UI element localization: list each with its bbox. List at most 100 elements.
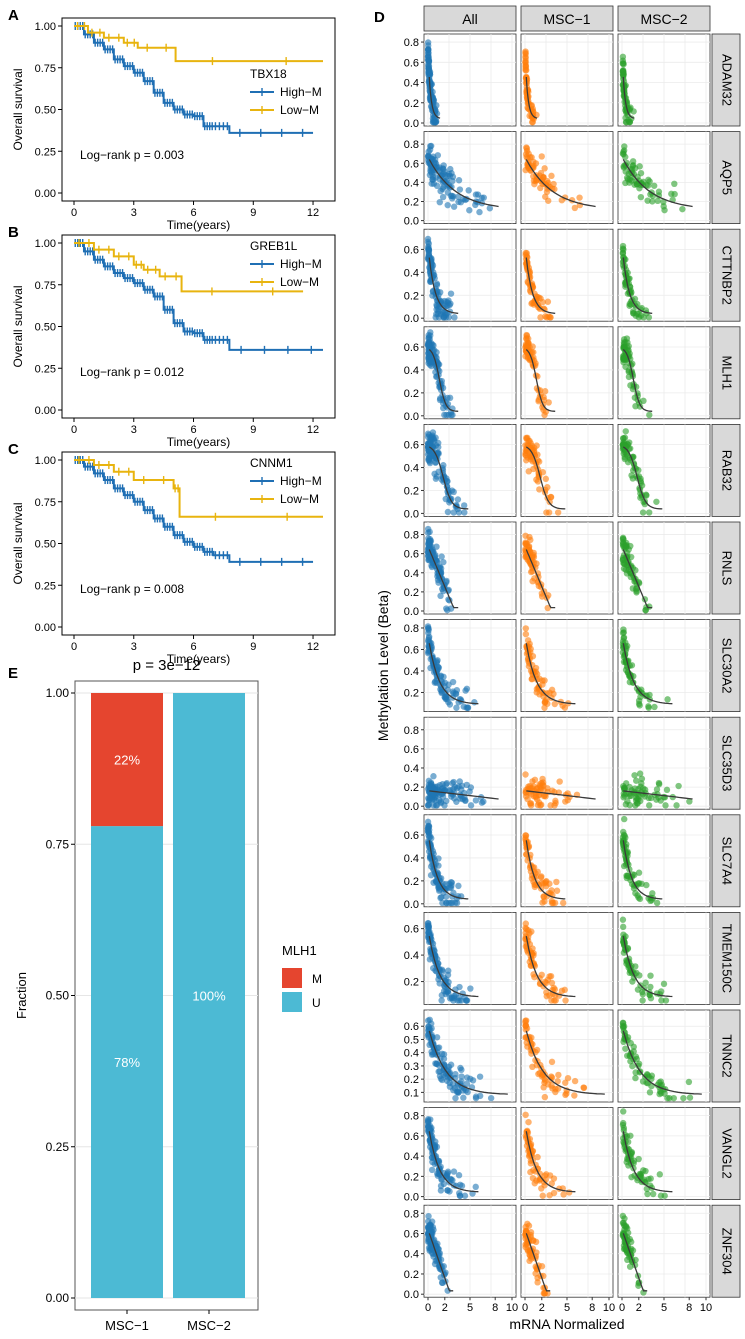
scatter-point — [424, 802, 432, 809]
x-tick-label: 0 — [619, 1302, 625, 1314]
scatter-point — [425, 1123, 432, 1131]
scatter-point — [461, 509, 468, 516]
scatter-point — [556, 778, 563, 785]
scatter-point — [560, 1191, 567, 1198]
scatter-point — [455, 994, 462, 1001]
scatter-point — [425, 777, 433, 785]
scatter-point — [548, 172, 555, 180]
scatter-point — [637, 783, 644, 791]
scatter-point — [642, 491, 650, 498]
x-tick-label: 0 — [71, 424, 77, 436]
facet-panel — [520, 619, 614, 712]
row-strip-label: ADAM32 — [720, 54, 735, 106]
scatter-point — [426, 796, 434, 803]
x-tick-label: 3 — [131, 207, 137, 219]
facet-panel — [617, 33, 711, 127]
scatter-point — [438, 997, 445, 1004]
scatter-point — [533, 1046, 541, 1054]
scatter-point — [426, 1225, 433, 1232]
facet-row-RNLS: RNLS 0.0 0.2 0.4 0.6 0.8 — [404, 521, 741, 618]
scatter-point — [534, 1279, 541, 1286]
legend-label: High−M — [280, 257, 322, 271]
scatter-point — [451, 795, 458, 802]
scatter-point — [523, 1128, 531, 1135]
y-tick-label: 0.2 — [404, 1269, 419, 1281]
y-tick-label: 0.2 — [404, 687, 419, 699]
x-tick-label: 10 — [603, 1302, 615, 1314]
scatter-point — [538, 153, 545, 160]
scatter-point — [425, 923, 432, 930]
scatter-point — [425, 349, 432, 357]
scatter-point — [619, 916, 627, 923]
fit-line — [622, 549, 653, 609]
fit-line — [622, 1131, 673, 1193]
scatter-point — [458, 1182, 466, 1190]
scatter-point — [522, 452, 529, 459]
y-tick-label: 0.0 — [404, 1289, 419, 1301]
scatter-point — [472, 1183, 479, 1191]
fit-line — [429, 790, 499, 800]
y-tick-label: 0.8 — [404, 139, 419, 151]
scatter-point — [487, 1094, 495, 1102]
logrank-annotation: Log−rank p = 0.008 — [80, 582, 184, 596]
scatter-point — [439, 193, 447, 201]
x-tick-label: MSC−2 — [187, 1318, 231, 1333]
fit-line — [428, 159, 499, 208]
scatter-point — [539, 681, 546, 688]
facet-row-AQP5: AQP5 0.0 0.2 0.4 0.6 0.8 — [404, 131, 741, 228]
scatter-point — [646, 411, 653, 419]
scatter-point — [645, 703, 652, 710]
fit-line — [428, 840, 469, 900]
row-strip — [711, 912, 741, 1005]
y-tick-label: 0.50 — [46, 989, 70, 1003]
fit-line — [428, 1233, 454, 1292]
scatter-point — [480, 798, 487, 805]
row-strip — [711, 1107, 741, 1200]
y-tick-label: 0.0 — [404, 899, 419, 911]
scatter-point — [620, 148, 627, 156]
scatter-point — [524, 1246, 531, 1253]
scatter-point — [455, 198, 462, 206]
scatter-point — [429, 546, 436, 553]
scatter-point — [435, 797, 443, 804]
scatter-point — [671, 180, 678, 188]
y-tick-label: 0.4 — [404, 365, 419, 377]
scatter-point — [656, 1171, 664, 1178]
scatter-point — [675, 782, 682, 790]
scatter-point — [635, 1062, 642, 1070]
scatter-point — [450, 203, 458, 210]
scatter-point — [435, 1068, 442, 1075]
scatter-point — [437, 592, 444, 600]
x-tick-label: 6 — [190, 207, 196, 219]
scatter-point — [546, 1192, 553, 1199]
scatter-point — [425, 251, 433, 259]
scatter-point — [522, 1111, 529, 1119]
scatter-point — [440, 1055, 448, 1062]
x-tick-label: 8 — [492, 1302, 498, 1314]
facet-panel — [617, 521, 711, 615]
scatter-point — [523, 145, 531, 152]
scatter-point — [525, 468, 532, 475]
scatter-point — [631, 772, 638, 779]
x-tick-label: 0 — [425, 1302, 431, 1314]
scatter-point — [632, 312, 640, 319]
scatter-point — [546, 973, 553, 980]
scatter-point — [428, 562, 435, 569]
fit-line — [525, 1131, 576, 1193]
y-tick-label: 0.4 — [404, 1249, 419, 1261]
scatter-point — [619, 435, 627, 442]
y-tick-label: 0.6 — [404, 830, 419, 842]
scatter-point — [538, 873, 545, 880]
scatter-point — [534, 1153, 541, 1161]
scatter-point — [429, 176, 436, 183]
y-tick-label: 0.75 — [35, 63, 56, 75]
scatter-point — [527, 1160, 534, 1167]
scatter-point — [542, 475, 550, 483]
fit-line — [428, 1131, 479, 1193]
x-tick-label: 5 — [661, 1302, 667, 1314]
scatter-point — [453, 704, 460, 711]
scatter-point — [424, 245, 432, 253]
row-strip-label: CTTNBP2 — [720, 246, 735, 305]
scatter-point — [444, 1187, 451, 1194]
